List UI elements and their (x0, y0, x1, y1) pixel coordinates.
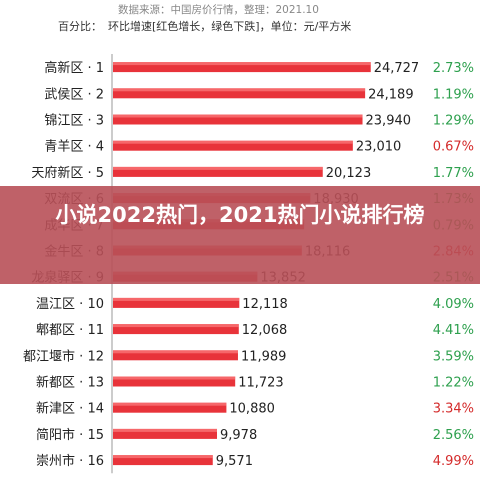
percent-label: 1.77% (433, 166, 474, 181)
value-label: 11,989 (241, 349, 287, 364)
bar (113, 114, 363, 125)
bar (113, 350, 238, 361)
bar (113, 455, 213, 466)
value-label: 12,118 (242, 297, 287, 312)
unit-note: 百分比： 环比增速[红色增长，绿色下跌]，单位：元/平方米 (58, 18, 351, 34)
category-label: 锦江区 · 3 (44, 114, 104, 129)
percent-label: 2.56% (433, 428, 474, 443)
banner-title: 小说2022热门，2021热门小说排行榜 (55, 203, 425, 227)
percent-label: 3.59% (433, 349, 474, 364)
value-label: 11,723 (238, 376, 284, 391)
category-label: 新都区 · 13 (36, 375, 104, 391)
bar (113, 166, 323, 177)
bar-highlight (113, 350, 238, 354)
category-label: 郫都区 · 11 (36, 322, 104, 338)
bar (113, 88, 366, 99)
value-label: 9,571 (216, 454, 253, 469)
bar (113, 376, 236, 387)
value-label: 9,978 (220, 428, 257, 443)
percent-label: 1.29% (433, 114, 474, 129)
bar-highlight (113, 376, 236, 380)
bar-highlight (113, 166, 323, 170)
chart-header: 数据来源：中国房价行情，整理：2021.10 百分比： 环比增速[红色增长，绿色下… (0, 0, 480, 40)
title-banner (0, 186, 480, 284)
category-label: 青羊区 · 4 (44, 139, 104, 155)
unit-note-text: 环比增速[红色增长，绿色下跌]，单位：元/平方米 (108, 20, 352, 33)
bar (113, 297, 240, 308)
bar-highlight (113, 428, 218, 432)
value-label: 12,068 (242, 323, 288, 338)
percent-label: 1.19% (433, 87, 474, 102)
unit-note-label: 百分比： (58, 20, 102, 33)
category-label: 都江堰市 · 12 (23, 348, 104, 364)
percent-label: 3.34% (433, 402, 474, 417)
bar-highlight (113, 62, 371, 66)
bar (113, 402, 227, 413)
bar-highlight (113, 402, 227, 406)
category-label: 天府新区 · 5 (31, 165, 104, 181)
bar (113, 428, 218, 439)
category-label: 简阳市 · 15 (36, 427, 104, 443)
category-label: 高新区 · 1 (44, 60, 104, 76)
value-label: 24,727 (374, 61, 420, 76)
percent-label: 4.41% (433, 323, 474, 338)
category-label: 武侯区 · 2 (44, 87, 104, 102)
bar-highlight (113, 297, 240, 301)
value-label: 20,123 (326, 166, 372, 181)
category-label: 温江区 · 10 (36, 297, 104, 312)
bar-highlight (113, 140, 353, 144)
value-label: 23,940 (366, 114, 412, 129)
percent-label: 4.09% (433, 297, 474, 312)
bar-highlight (113, 455, 213, 459)
percent-label: 1.22% (433, 376, 474, 391)
bar (113, 62, 371, 73)
category-label: 新津区 · 14 (36, 401, 104, 417)
data-source-note: 数据来源：中国房价行情，整理：2021.10 (118, 4, 319, 16)
value-label: 24,189 (368, 87, 414, 102)
percent-label: 4.99% (433, 454, 474, 469)
bar-highlight (113, 324, 239, 328)
bar (113, 140, 353, 151)
value-label: 10,880 (229, 402, 275, 417)
bar-highlight (113, 114, 363, 118)
value-label: 23,010 (356, 140, 402, 155)
percent-label: 0.67% (433, 140, 474, 155)
bar-highlight (113, 88, 366, 92)
bar (113, 324, 239, 335)
percent-label: 2.73% (433, 61, 474, 76)
category-label: 崇州市 · 16 (36, 453, 104, 469)
